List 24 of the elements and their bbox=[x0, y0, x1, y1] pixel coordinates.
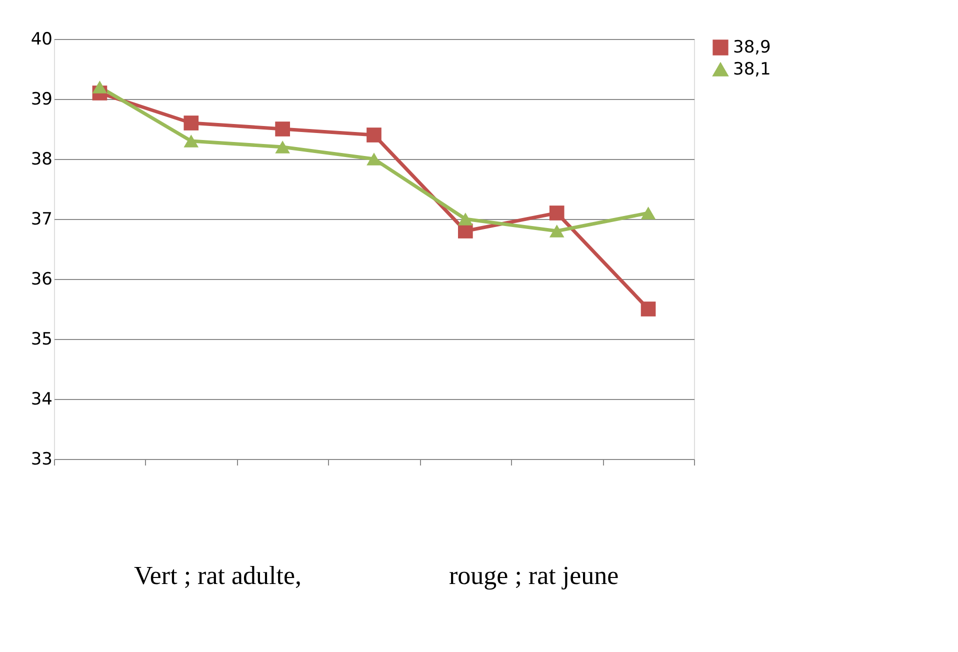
y-tick-label: 35 bbox=[30, 330, 52, 350]
legend-label: 38,9 bbox=[733, 38, 771, 58]
y-tick-label: 39 bbox=[30, 90, 52, 110]
y-tick-label: 38 bbox=[30, 150, 52, 170]
y-tick-label: 34 bbox=[30, 390, 52, 410]
point bbox=[366, 128, 382, 142]
point bbox=[640, 206, 656, 220]
point bbox=[184, 116, 199, 130]
legend-label: 38,1 bbox=[733, 60, 771, 80]
point bbox=[366, 152, 382, 166]
point bbox=[275, 122, 290, 136]
y-tick-label: 36 bbox=[30, 270, 52, 290]
y-tick-label: 37 bbox=[30, 210, 52, 230]
point bbox=[549, 224, 564, 238]
y-tick-label: 33 bbox=[30, 450, 52, 470]
point bbox=[549, 206, 564, 220]
point bbox=[640, 302, 656, 316]
point bbox=[275, 140, 290, 154]
point bbox=[458, 212, 473, 226]
point bbox=[92, 80, 108, 94]
text: rouge ; rat jeune bbox=[449, 561, 619, 590]
text: Vert ; rat adulte, bbox=[134, 561, 302, 590]
y-tick-label: 40 bbox=[30, 30, 52, 50]
point bbox=[184, 134, 199, 148]
